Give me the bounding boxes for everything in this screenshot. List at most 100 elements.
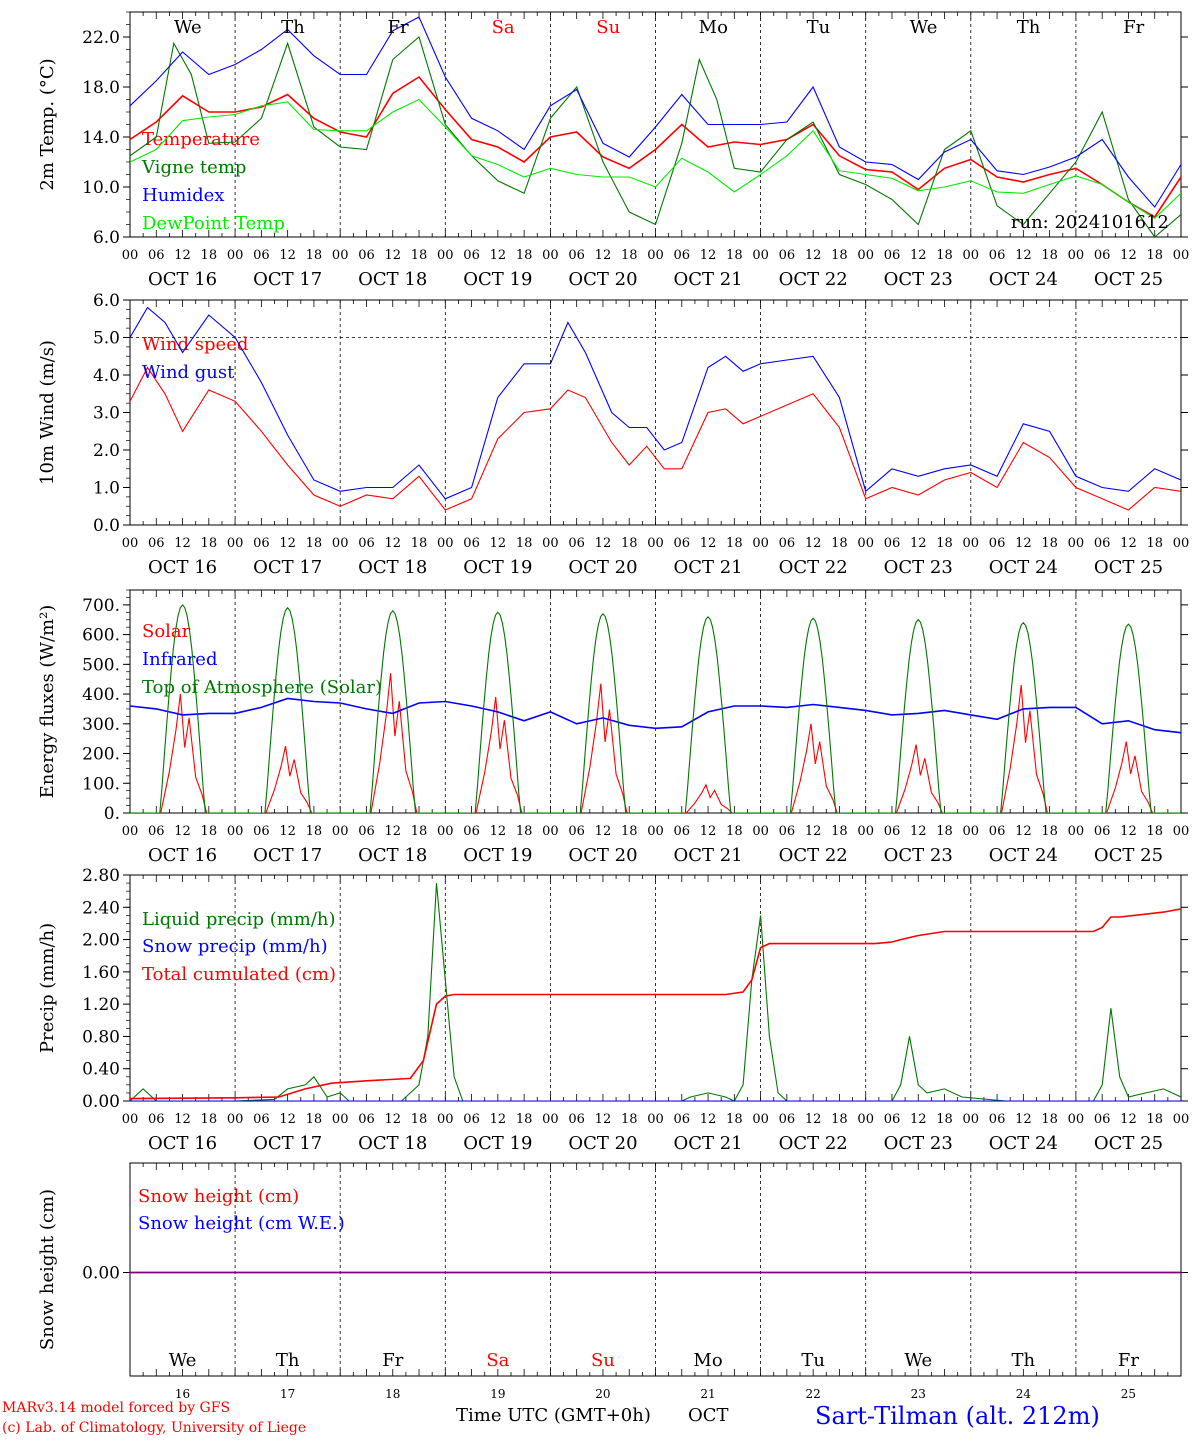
legend-entry: Wind speed: [142, 334, 248, 355]
hour-tick-label: 12: [805, 536, 822, 551]
hour-tick-label: 00: [752, 248, 769, 263]
hour-tick-label: 00: [227, 824, 244, 839]
y-axis-label: Snow height (cm): [37, 1189, 58, 1350]
day-name-label: Fr: [382, 1350, 403, 1371]
y-tick-label: 600.: [82, 626, 120, 646]
day-name-label: Fr: [1123, 17, 1144, 38]
day-name-label: We: [169, 1350, 197, 1371]
date-label: OCT 23: [884, 845, 953, 866]
credit-line-1: MARv3.14 model forced by GFS: [2, 1400, 231, 1416]
date-label: OCT 21: [673, 269, 742, 290]
hour-tick-label: 00: [857, 1112, 874, 1127]
credit-line-2: (c) Lab. of Climatology, University of L…: [2, 1420, 307, 1436]
hour-tick-label: 06: [148, 248, 165, 263]
day-name-label: Sa: [486, 1350, 509, 1371]
legend-entry: Snow height (cm W.E.): [138, 1213, 345, 1234]
date-label: OCT 22: [779, 845, 848, 866]
hour-tick-label: 18: [726, 536, 743, 551]
date-label: OCT 17: [253, 557, 322, 578]
y-tick-label: 300.: [82, 715, 120, 735]
hour-tick-label: 00: [752, 536, 769, 551]
date-label: OCT 16: [148, 269, 217, 290]
date-label: OCT 22: [779, 1133, 848, 1154]
hour-tick-label: 00: [857, 248, 874, 263]
hour-tick-label: 06: [568, 824, 585, 839]
hour-tick-label: 18: [621, 824, 638, 839]
day-name-label: Th: [1017, 17, 1041, 38]
y-tick-label: 2.40: [82, 898, 120, 918]
hour-tick-label: 06: [463, 824, 480, 839]
legend-entry: Top of Atmosphere (Solar): [142, 677, 382, 698]
y-tick-label: 0.00: [82, 1264, 120, 1284]
plot-frame: [129, 299, 1182, 526]
hour-tick-label: 12: [490, 1112, 507, 1127]
hour-tick-label: 06: [779, 1112, 796, 1127]
date-label: OCT 21: [673, 557, 742, 578]
hour-tick-label: 00: [437, 536, 454, 551]
hour-tick-label: 00: [227, 536, 244, 551]
hour-tick-label: 18: [516, 248, 533, 263]
hour-tick-label: 12: [174, 1112, 191, 1127]
hour-tick-label: 00: [647, 824, 664, 839]
date-label: OCT 22: [779, 269, 848, 290]
panel-temp: 6.0 10.0 14.0 18.0 22.0 2m Temp. (°C) Temperat…: [37, 11, 1189, 290]
series-line-wind-gust: [130, 306, 1181, 500]
legend-entry: Vigne temp: [141, 157, 246, 178]
hour-tick-label: 00: [227, 248, 244, 263]
date-label: OCT 18: [358, 269, 427, 290]
series-line-humidex: [130, 16, 1181, 208]
hour-tick-label: 06: [568, 248, 585, 263]
date-label: OCT 20: [568, 269, 637, 290]
y-axis-label: 10m Wind (m/s): [37, 340, 58, 485]
hour-tick-label: 18: [411, 824, 428, 839]
legend-entry: DewPoint Temp: [142, 213, 285, 234]
series-line-total-cumulated-cm-: [130, 908, 1181, 1100]
date-label: OCT 18: [358, 557, 427, 578]
hour-tick-label: 00: [1173, 824, 1190, 839]
hour-tick-label: 12: [384, 824, 401, 839]
hour-tick-label: 18: [621, 536, 638, 551]
hour-tick-label: 12: [279, 1112, 296, 1127]
hour-tick-label: 12: [174, 824, 191, 839]
hour-tick-label: 12: [700, 824, 717, 839]
legend-entry: Solar: [142, 621, 191, 642]
hour-tick-label: 00: [1068, 824, 1085, 839]
station-label: Sart-Tilman (alt. 212m): [815, 1402, 1100, 1430]
date-label: OCT 19: [463, 557, 532, 578]
hour-tick-label: 12: [805, 1112, 822, 1127]
hour-tick-label: 12: [490, 536, 507, 551]
hour-tick-label: 18: [516, 1112, 533, 1127]
series-line-vigne-temp: [130, 36, 1181, 237]
hour-tick-label: 06: [1094, 536, 1111, 551]
series-line-wind-speed: [130, 366, 1181, 511]
hour-tick-label: 00: [437, 1112, 454, 1127]
hour-tick-label: 12: [595, 536, 612, 551]
hour-tick-label: 06: [674, 1112, 691, 1127]
day-name-label: We: [174, 17, 202, 38]
date-label: OCT 18: [358, 1133, 427, 1154]
panel-snow: 0.00 Snow height (cm) Snow height (cm) Snow…: [37, 1162, 1188, 1401]
hour-tick-label: 00: [752, 824, 769, 839]
hour-tick-label: 18: [1041, 824, 1058, 839]
hour-tick-label: 18: [201, 824, 218, 839]
hour-tick-label: 18: [621, 1112, 638, 1127]
y-tick-label: 0.00: [82, 1092, 120, 1112]
day-number-label: 25: [1121, 1387, 1136, 1401]
panel-precip: 0.00 0.40 0.80 1.20 1.60 2.00 2.40 2.80 Precip (…: [37, 866, 1189, 1154]
hour-tick-label: 18: [201, 536, 218, 551]
y-tick-label: 0.0: [93, 516, 120, 536]
hour-tick-label: 00: [542, 824, 559, 839]
y-tick-label: 0.80: [82, 1027, 120, 1047]
hour-tick-label: 12: [805, 248, 822, 263]
hour-tick-label: 18: [831, 824, 848, 839]
y-tick-label: 700.: [82, 596, 120, 616]
day-number-label: 21: [700, 1387, 715, 1401]
day-name-label: Mo: [693, 1350, 722, 1371]
hour-tick-label: 18: [936, 248, 953, 263]
day-number-label: 23: [911, 1387, 926, 1401]
day-name-label: Fr: [387, 17, 408, 38]
date-label: OCT 20: [568, 557, 637, 578]
date-label: OCT 17: [253, 269, 322, 290]
y-tick-label: 6.0: [93, 291, 120, 311]
hour-tick-label: 18: [726, 248, 743, 263]
